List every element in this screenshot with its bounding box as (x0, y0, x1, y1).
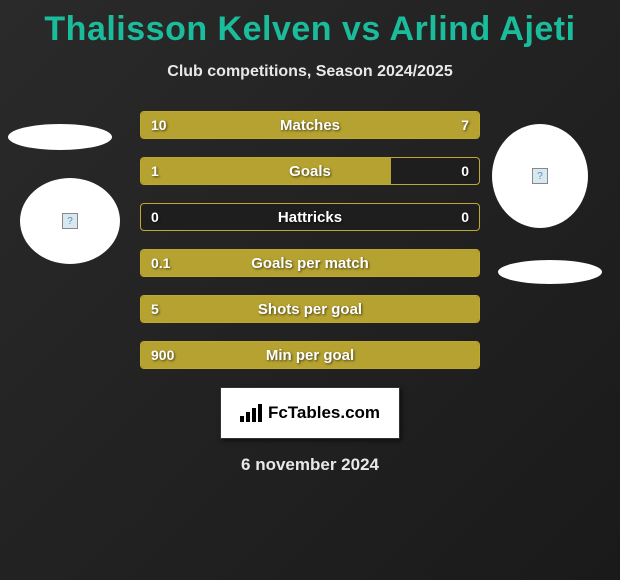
comparison-bars: 10Matches71Goals00Hattricks00.1Goals per… (140, 111, 480, 369)
stat-row: 10Matches7 (140, 111, 480, 139)
stat-label: Goals per match (141, 250, 479, 276)
stat-label: Min per goal (141, 342, 479, 368)
stat-label: Matches (141, 112, 479, 138)
placeholder-icon: ? (62, 213, 78, 229)
date-label: 6 november 2024 (0, 455, 620, 475)
stat-row: 0.1Goals per match (140, 249, 480, 277)
logo-text: FcTables.com (268, 403, 380, 423)
logo-icon (240, 404, 262, 422)
stat-right-value: 0 (461, 204, 469, 230)
page-title: Thalisson Kelven vs Arlind Ajeti (0, 0, 620, 49)
stat-label: Goals (141, 158, 479, 184)
circle-right: ? (492, 124, 588, 228)
ellipse-bottom-right (498, 260, 602, 284)
circle-left: ? (20, 178, 120, 264)
stat-label: Hattricks (141, 204, 479, 230)
logo-box: FcTables.com (220, 387, 400, 439)
placeholder-icon: ? (532, 168, 548, 184)
page-subtitle: Club competitions, Season 2024/2025 (0, 63, 620, 81)
stat-right-value: 0 (461, 158, 469, 184)
stat-row: 0Hattricks0 (140, 203, 480, 231)
stat-row: 900Min per goal (140, 341, 480, 369)
stat-label: Shots per goal (141, 296, 479, 322)
stat-row: 1Goals0 (140, 157, 480, 185)
ellipse-top-left (8, 124, 112, 150)
stat-row: 5Shots per goal (140, 295, 480, 323)
stat-right-value: 7 (461, 112, 469, 138)
